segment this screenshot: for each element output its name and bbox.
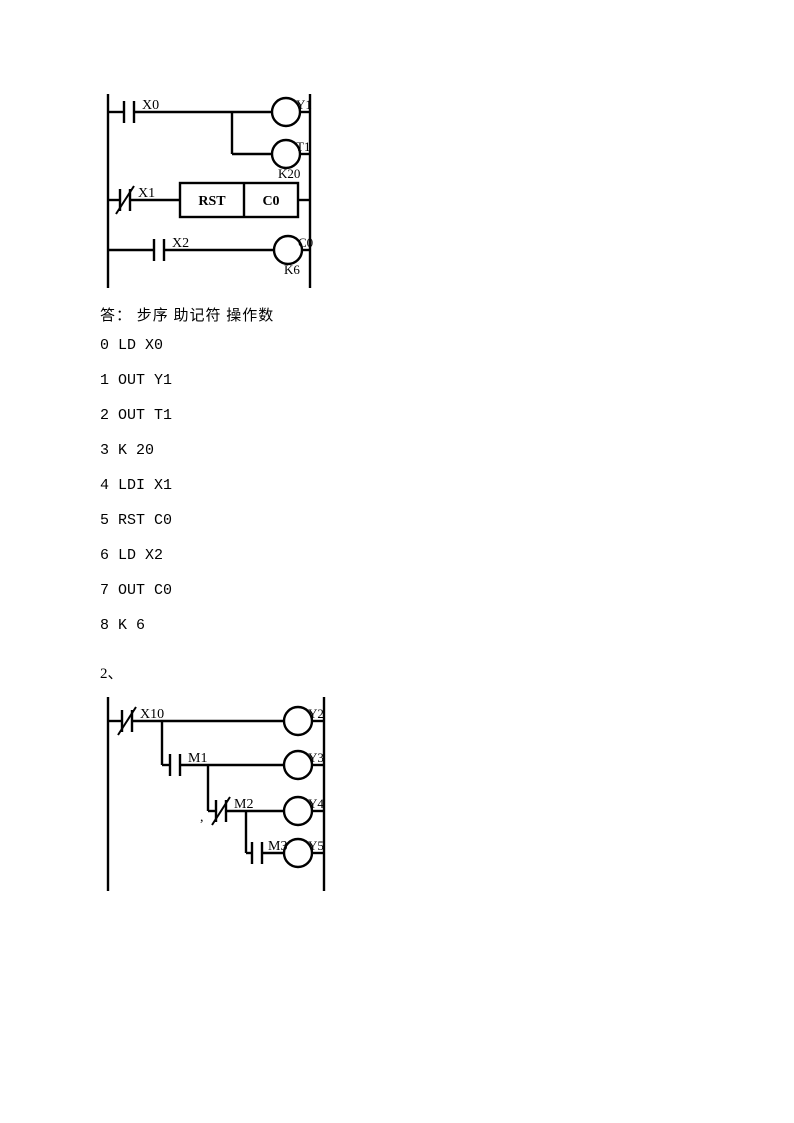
svg-text:RST: RST [198,194,226,209]
svg-text:T1: T1 [296,139,310,154]
svg-text:X1: X1 [138,186,155,201]
svg-text:M1: M1 [188,751,207,766]
instruction-list: 0 LD X0 1 OUT Y1 2 OUT T1 3 K 20 4 LDI X1 5 R… [100,337,720,634]
svg-text:X2: X2 [172,236,189,251]
page-content: X0 Y1 T1 K20 X1 RST C0 X2 C0 K6 答： 步序 助记符 操作数 0 L… [0,0,720,893]
il-step-1: 1 OUT Y1 [100,372,720,389]
svg-text:K6: K6 [284,262,300,277]
ladder-diagram-1: X0 Y1 T1 K20 X1 RST C0 X2 C0 K6 [100,90,318,290]
il-step-3: 3 K 20 [100,442,720,459]
svg-text:Y2: Y2 [308,706,324,721]
il-step-8: 8 K 6 [100,617,720,634]
svg-text:C0: C0 [298,235,313,250]
svg-text:M2: M2 [234,797,253,812]
il-step-2: 2 OUT T1 [100,407,720,424]
svg-text:Y3: Y3 [308,750,324,765]
svg-text:X10: X10 [140,707,164,722]
il-step-7: 7 OUT C0 [100,582,720,599]
il-step-5: 5 RST C0 [100,512,720,529]
svg-text:K20: K20 [278,166,300,181]
il-step-6: 6 LD X2 [100,547,720,564]
svg-text:,: , [200,810,204,825]
svg-text:Y4: Y4 [308,796,324,811]
il-step-4: 4 LDI X1 [100,477,720,494]
answer-header: 答： 步序 助记符 操作数 [100,304,720,325]
il-step-0: 0 LD X0 [100,337,720,354]
question-2-label: 2、 [100,662,720,683]
ladder-diagram-2: X10Y2M1Y3M2Y4,M3Y5 [100,693,332,893]
svg-text:X0: X0 [142,98,159,113]
svg-text:Y5: Y5 [308,838,324,853]
svg-text:C0: C0 [262,194,279,209]
svg-text:Y1: Y1 [296,97,312,112]
